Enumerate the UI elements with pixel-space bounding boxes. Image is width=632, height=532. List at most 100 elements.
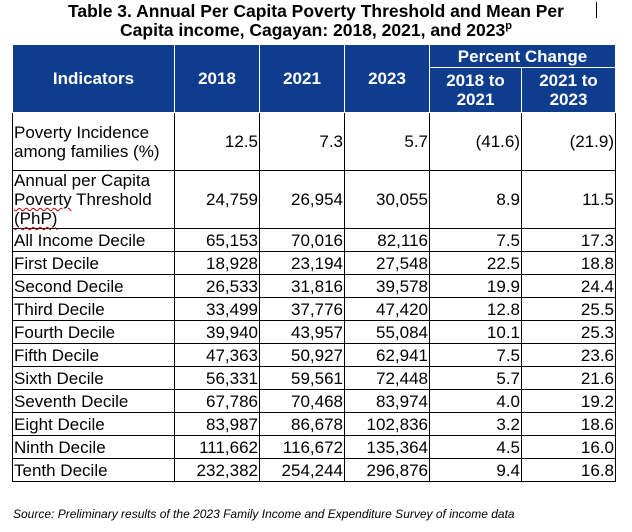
title-line-2: Capita income, Cagayan: 2018, 2021, and … [0,21,632,40]
cell-2023: 39,578 [344,274,430,298]
label-part: Annual per Capita [14,171,151,190]
cell-2023: 135,364 [344,435,430,459]
title-superscript: p [505,20,512,32]
cell-2018: 24,759 [174,170,260,229]
cell-2023: 102,836 [344,412,430,436]
cell-2023: 82,116 [344,228,430,252]
table-row: Third Decile 33,499 37,776 47,420 12.8 2… [12,297,616,321]
cell-pc-2018-2021: 10.1 [429,320,522,344]
cell-2021: 59,561 [259,366,345,390]
header-2023: 2023 [344,44,430,113]
title-line-1: Table 3. Annual Per Capita Poverty Thres… [68,1,564,21]
table-row: First Decile 18,928 23,194 27,548 22.5 1… [12,251,616,275]
cell-pc-2021-2023: 18.8 [521,251,616,275]
cell-2021: 26,954 [259,170,345,229]
table-row: Sixth Decile 56,331 59,561 72,448 5.7 21… [12,366,616,390]
cell-2018: 33,499 [174,297,260,321]
cell-2018: 67,786 [174,389,260,413]
cell-pc-2021-2023: 21.6 [521,366,616,390]
cell-2018: 65,153 [174,228,260,252]
row-label: Seventh Decile [12,389,175,413]
cell-2018: 83,987 [174,412,260,436]
row-label: Ninth Decile [12,435,175,459]
cell-pc-2018-2021: (41.6) [429,112,522,171]
cell-2021: 7.3 [259,112,345,171]
table-row: Eight Decile 83,987 86,678 102,836 3.2 1… [12,412,616,436]
cell-pc-2021-2023: 18.6 [521,412,616,436]
cell-pc-2018-2021: 8.9 [429,170,522,229]
cell-pc-2018-2021: 7.5 [429,228,522,252]
spellcheck-word: Poverty [14,190,72,209]
cell-pc-2021-2023: 16.8 [521,458,616,482]
cell-pc-2021-2023: (21.9) [521,112,616,171]
cell-2018: 18,928 [174,251,260,275]
spellcheck-word: (PhP) [14,209,58,228]
table-row: All Income Decile 65,153 70,016 82,116 7… [12,228,616,252]
cell-pc-2018-2021: 22.5 [429,251,522,275]
row-label: Third Decile [12,297,175,321]
cell-pc-2021-2023: 24.4 [521,274,616,298]
header-2021: 2021 [259,44,345,113]
cell-pc-2018-2021: 4.0 [429,389,522,413]
table-row: Seventh Decile 67,786 70,468 83,974 4.0 … [12,389,616,413]
cell-2021: 43,957 [259,320,345,344]
cell-2023: 27,548 [344,251,430,275]
cell-pc-2018-2021: 19.9 [429,274,522,298]
cell-2018: 111,662 [174,435,260,459]
cell-2023: 62,941 [344,343,430,367]
table-row: Tenth Decile 232,382 254,244 296,876 9.4… [12,458,616,482]
table-row: Annual per Capita Poverty Threshold (PhP… [12,170,616,229]
cell-2018: 56,331 [174,366,260,390]
cell-2023: 72,448 [344,366,430,390]
text-cursor [596,2,597,18]
cell-2023: 83,974 [344,389,430,413]
cell-2018: 39,940 [174,320,260,344]
row-label: Annual per Capita Poverty Threshold (PhP… [12,170,175,229]
label-part: Threshold [71,190,152,209]
cell-pc-2018-2021: 3.2 [429,412,522,436]
table-row: Fifth Decile 47,363 50,927 62,941 7.5 23… [12,343,616,367]
row-label: First Decile [12,251,175,275]
cell-2021: 70,016 [259,228,345,252]
cell-2023: 47,420 [344,297,430,321]
cell-2018: 47,363 [174,343,260,367]
cell-2021: 254,244 [259,458,345,482]
cell-pc-2021-2023: 25.3 [521,320,616,344]
row-label: Eight Decile [12,412,175,436]
cell-2021: 86,678 [259,412,345,436]
row-label: Second Decile [12,274,175,298]
cell-2023: 55,084 [344,320,430,344]
cell-pc-2018-2021: 7.5 [429,343,522,367]
cell-pc-2018-2021: 9.4 [429,458,522,482]
cell-2023: 5.7 [344,112,430,171]
cell-2021: 31,816 [259,274,345,298]
cell-pc-2018-2021: 12.8 [429,297,522,321]
table-title: Table 3. Annual Per Capita Poverty Thres… [0,0,632,40]
row-label: All Income Decile [12,228,175,252]
cell-2021: 70,468 [259,389,345,413]
title-line-2-text: Capita income, Cagayan: 2018, 2021, and … [120,20,506,40]
cell-2021: 23,194 [259,251,345,275]
header-2021-to-2023: 2021 to 2023 [521,67,616,113]
cell-pc-2021-2023: 16.0 [521,435,616,459]
cell-2018: 12.5 [174,112,260,171]
cell-2021: 116,672 [259,435,345,459]
cell-pc-2021-2023: 17.3 [521,228,616,252]
cell-2018: 232,382 [174,458,260,482]
header-2018-to-2021: 2018 to 2021 [429,67,522,113]
cell-2023: 30,055 [344,170,430,229]
cell-pc-2018-2021: 5.7 [429,366,522,390]
row-label: Poverty Incidence among families (%) [12,112,175,171]
header-indicators: Indicators [12,44,175,113]
table-row: Poverty Incidence among families (%) 12.… [12,112,616,171]
cell-2018: 26,533 [174,274,260,298]
cell-2023: 296,876 [344,458,430,482]
row-label: Sixth Decile [12,366,175,390]
cell-pc-2021-2023: 11.5 [521,170,616,229]
table-row: Fourth Decile 39,940 43,957 55,084 10.1 … [12,320,616,344]
data-table: Indicators 2018 2021 2023 Percent Change… [12,44,616,482]
table-row: Ninth Decile 111,662 116,672 135,364 4.5… [12,435,616,459]
header-2018: 2018 [174,44,260,113]
header-percent-change: Percent Change [429,44,616,68]
source-note: Source: Preliminary results of the 2023 … [13,507,515,521]
